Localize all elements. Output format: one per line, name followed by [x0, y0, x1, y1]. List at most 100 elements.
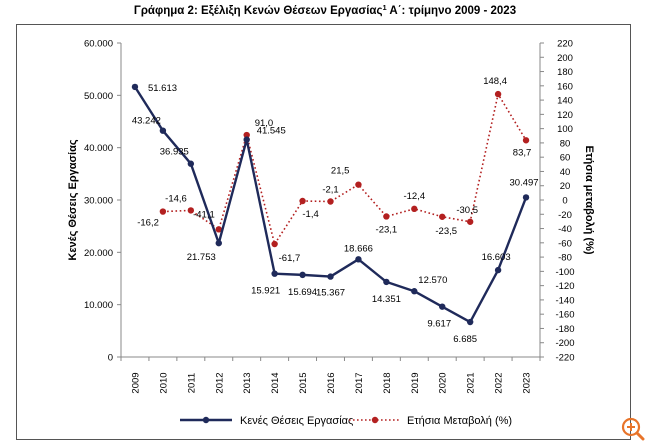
annual-change-label: -1,4 [302, 209, 318, 220]
job-vacancies-label: 51.613 [148, 83, 177, 94]
right-axis-tick-label: -200 [555, 338, 574, 349]
annual-change-label: 91,0 [255, 118, 274, 129]
job-vacancies-point [494, 266, 502, 274]
left-axis-title: Κενές Θέσεις Εργασίας [67, 139, 79, 260]
annual-change-point [383, 213, 390, 220]
right-axis-tick-label: 140 [557, 96, 573, 107]
annual-change-label: 148,4 [483, 76, 507, 87]
right-axis-tick-label: 100 [557, 124, 573, 135]
job-vacancies-label: 15.694 [288, 287, 317, 298]
x-axis-tick-label: 2015 [298, 372, 309, 393]
job-vacancies-label: 6.685 [453, 334, 477, 345]
left-axis-tick-label: 30.000 [84, 196, 113, 207]
annual-change-point [355, 181, 362, 188]
chart-title-period: Α΄: τρίμηνο 2009 - 2023 [387, 5, 516, 17]
legend: Κενές Θέσεις Εργασίας Ετήσια Μεταβολή (%… [180, 415, 512, 427]
annual-change-point [243, 131, 250, 139]
job-vacancies-point [159, 127, 167, 134]
job-vacancies-point [299, 271, 306, 279]
left-axis-tick-label: 10.000 [84, 300, 113, 311]
right-axis-tick-label: 200 [557, 53, 573, 64]
right-axis-tick-label: 80 [560, 138, 571, 149]
legend-marker-change [371, 416, 379, 424]
right-axis-tick-label: 160 [557, 81, 573, 92]
job-vacancies-point [243, 136, 250, 143]
annual-change-label: 83,7 [513, 147, 532, 158]
right-axis-tick-label: 60 [560, 153, 571, 164]
annual-change-label: -23,5 [435, 226, 457, 237]
right-axis-tick-label: -160 [555, 310, 574, 321]
annual-change-point [494, 90, 502, 98]
chart-title-main: Γράφημα 2: Εξέλιξη Κενών Θέσεων Εργασίας [134, 5, 383, 17]
annual-change-point [187, 207, 195, 214]
annual-change-label: -41,1 [193, 209, 215, 220]
job-vacancies-point [131, 83, 139, 91]
job-vacancies-label: 30.497 [510, 177, 539, 188]
job-vacancies-label: 14.351 [372, 294, 401, 305]
job-vacancies-point [383, 278, 390, 286]
x-axis-tick-label: 2018 [382, 372, 393, 393]
job-vacancies-point [215, 239, 222, 247]
job-vacancies-label: 15.367 [316, 288, 345, 299]
right-axis-tick-label: -80 [558, 253, 572, 264]
x-axis-tick-label: 2013 [242, 372, 253, 393]
job-vacancies-label: 9.617 [427, 319, 451, 330]
legend-marker-vacancies [202, 416, 210, 424]
x-axis-tick-label: 2017 [354, 372, 365, 393]
x-axis-tick-label: 2012 [214, 372, 225, 393]
x-axis-tick-label: 2019 [410, 372, 421, 393]
chart-axes: 0 10.000 20.000 30.000 40.000 50.000 60.000 -22… [67, 39, 595, 394]
right-axis-tick-label: 0 [562, 196, 567, 207]
annual-change-point [466, 218, 474, 225]
right-axis-tick-label: -60 [558, 238, 572, 249]
annual-change-label: -23,1 [376, 224, 398, 235]
annual-change-point [215, 226, 222, 233]
job-vacancies-label: 43.242 [132, 116, 161, 127]
left-axis-tick-label: 40.000 [84, 143, 113, 154]
annual-change-label: -14,6 [165, 193, 187, 204]
annual-change-label: -16,2 [137, 218, 159, 229]
right-axis-tick-label: -120 [555, 281, 574, 292]
x-axis-tick-label: 2023 [522, 372, 533, 393]
right-axis-tick-label: 180 [557, 67, 573, 78]
job-vacancies-point [327, 273, 334, 280]
job-vacancies-point [439, 303, 446, 310]
data-labels: 51.613 43.242 36.935 21.753 41.545 15.921 15.6… [132, 76, 539, 345]
right-axis-tick-label: -140 [555, 295, 574, 306]
annual-change-label: -30,5 [456, 205, 478, 216]
annual-change-point [522, 137, 530, 144]
x-axis-tick-label: 2009 [130, 372, 141, 393]
right-axis-tick-label: -220 [555, 353, 574, 364]
annual-change-point [327, 198, 334, 205]
annual-change-point [159, 208, 167, 215]
annual-change-point [411, 205, 418, 213]
annual-change-label: -61,7 [279, 253, 301, 264]
right-axis-title: Ετήσια μεταβολή (%) [583, 145, 595, 254]
chart-title-footnote-mark: 1 [382, 3, 386, 12]
zoom-icon[interactable] [621, 417, 645, 441]
x-axis-tick-label: 2021 [466, 372, 477, 393]
x-axis-tick-label: 2011 [186, 373, 197, 393]
chart-title: Γράφημα 2: Εξέλιξη Κενών Θέσεων Εργασίας… [134, 3, 516, 17]
left-axis-tick-label: 50.000 [84, 91, 113, 102]
x-axis-tick-label: 2010 [158, 372, 169, 393]
job-vacancies-point [466, 318, 474, 326]
job-vacancies-point [355, 256, 362, 263]
job-vacancies-point [271, 270, 278, 277]
series-job-vacancies [131, 83, 530, 326]
job-vacancies-point [522, 194, 530, 201]
job-vacancies-label: 16.603 [482, 252, 511, 263]
x-axis-tick-label: 2016 [326, 372, 337, 393]
right-axis-tick-label: 20 [560, 181, 571, 192]
x-axis-tick-label: 2022 [494, 372, 505, 393]
job-vacancies-label: 41.545 [257, 126, 286, 137]
annual-change-label: 21,5 [331, 166, 350, 177]
job-vacancies-label: 18.666 [344, 243, 373, 254]
annual-change-point [271, 240, 278, 248]
right-axis-tick-label: -100 [555, 267, 574, 278]
job-vacancies-point [411, 288, 418, 295]
annual-change-point [299, 197, 306, 205]
zoom-icon-handle [635, 431, 645, 441]
right-axis-tick-label: -40 [558, 224, 572, 235]
